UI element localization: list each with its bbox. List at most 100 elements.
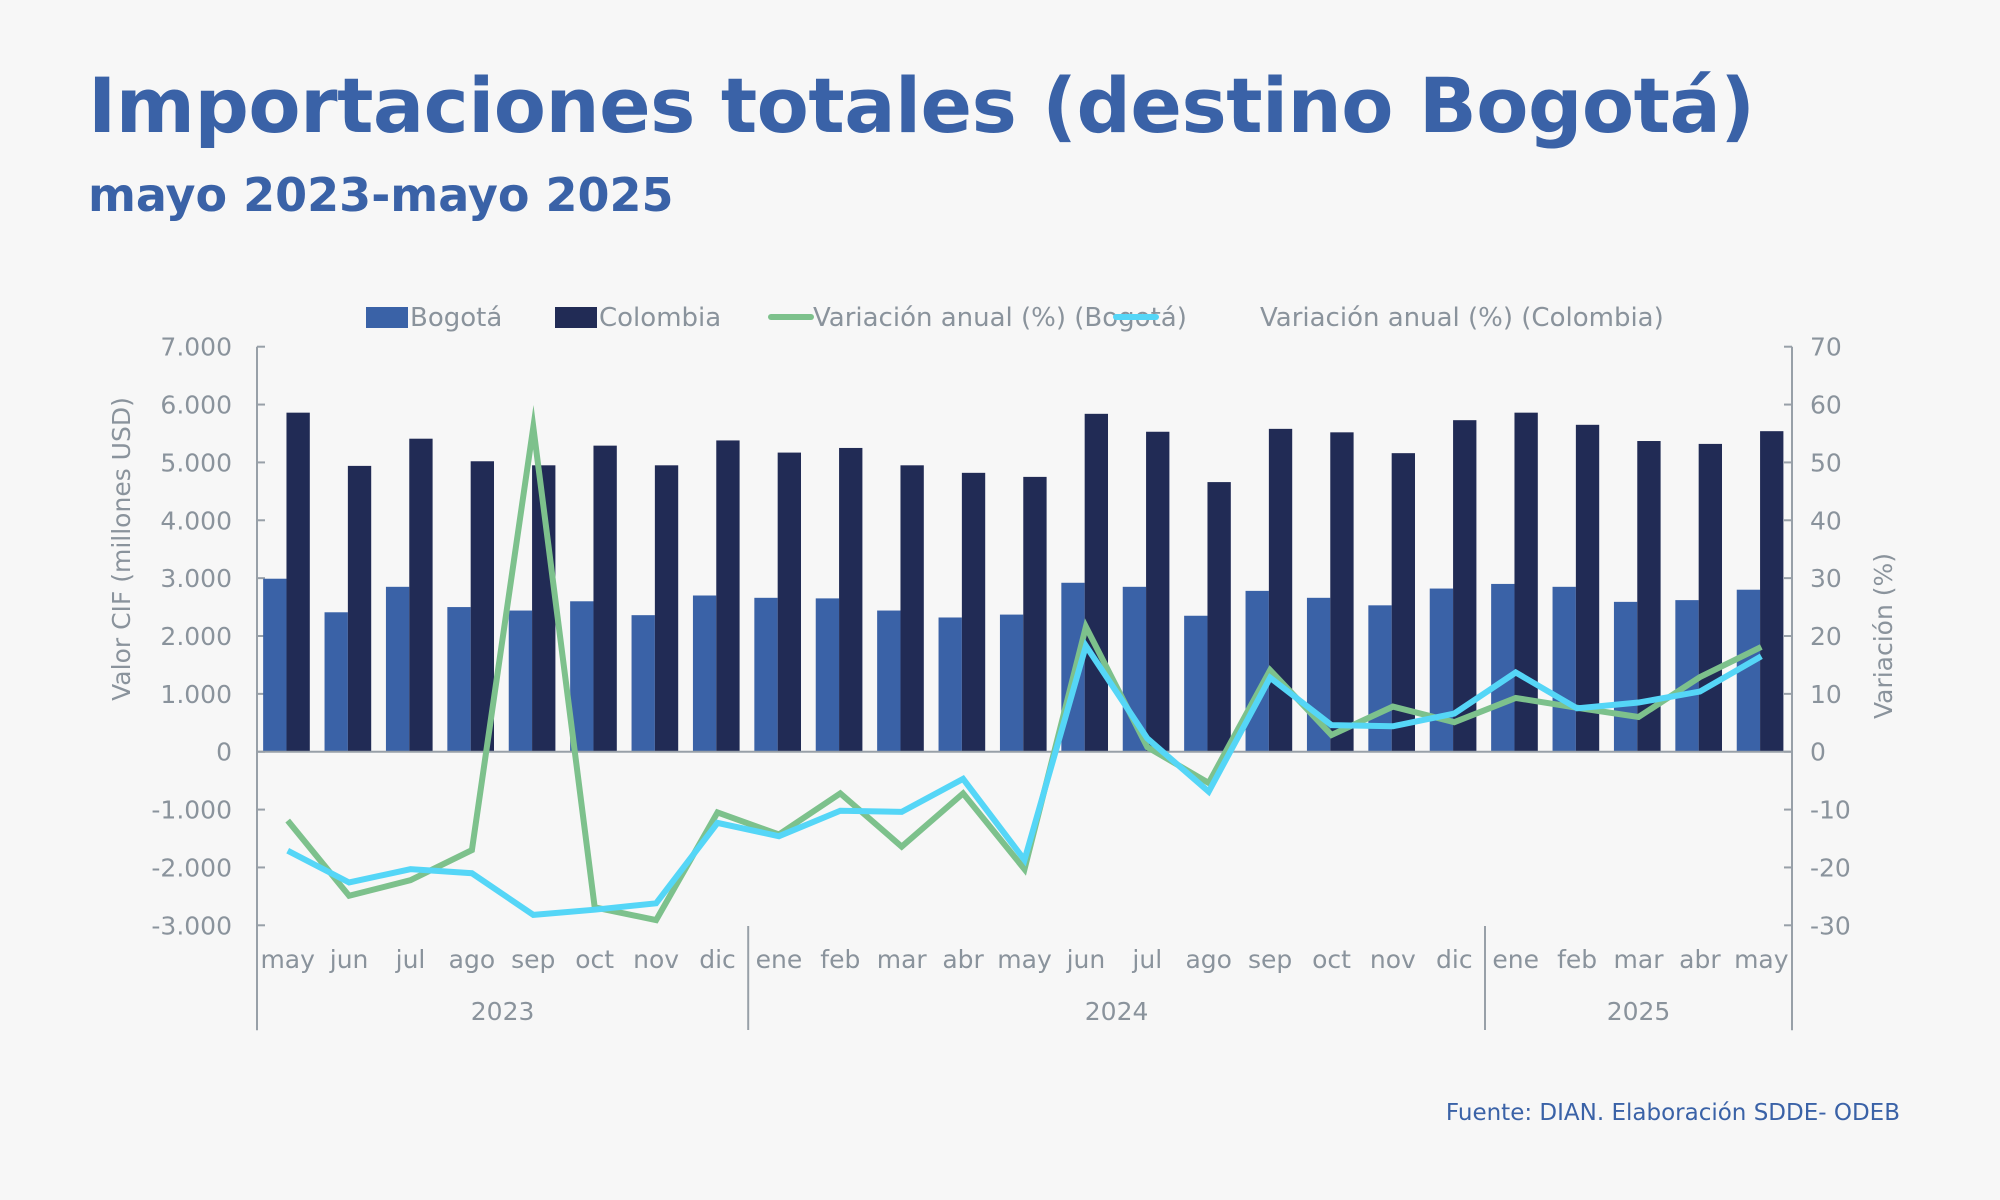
bar-bogota[interactable] (263, 578, 287, 752)
bar-colombia[interactable] (839, 447, 863, 752)
x-tick-label: dic (1436, 945, 1473, 974)
bar-colombia[interactable] (1207, 482, 1231, 752)
bar-colombia[interactable] (716, 440, 740, 752)
x-tick-label: dic (699, 945, 736, 974)
bar-bogota[interactable] (385, 586, 410, 752)
right-tick-label: -30 (1810, 911, 1851, 940)
bar-bogota[interactable] (692, 595, 717, 752)
bar-bogota[interactable] (877, 610, 901, 752)
x-tick-label: ene (1492, 945, 1539, 974)
legend: Bogotá Colombia Variación anual (%) (Bog… (366, 303, 1664, 333)
bar-colombia[interactable] (347, 465, 372, 752)
left-tick-label: 4.000 (160, 506, 232, 535)
right-tick-label: -10 (1810, 796, 1851, 825)
bar-bogota[interactable] (508, 610, 533, 752)
left-tick-label: 0 (216, 738, 232, 767)
bar-bogota[interactable] (1429, 588, 1454, 752)
x-tick-label: nov (633, 945, 679, 974)
bar-bogota[interactable] (999, 614, 1024, 752)
x-year-label: 2025 (1607, 997, 1671, 1026)
bar-colombia[interactable] (1575, 424, 1600, 752)
left-tick-label: -1.000 (151, 796, 232, 825)
x-tick-label: mar (877, 945, 928, 974)
x-tick-label: feb (1557, 945, 1597, 974)
x-tick-label: mar (1614, 945, 1665, 974)
bar-colombia[interactable] (654, 465, 679, 752)
bar-bogota[interactable] (1491, 583, 1515, 752)
bar-colombia[interactable] (1698, 443, 1723, 752)
chart-subtitle: mayo 2023-mayo 2025 (88, 168, 674, 222)
left-tick-label: 7.000 (160, 333, 232, 362)
right-tick-label: 20 (1810, 622, 1842, 651)
legend-label-colombia-variation: Variación anual (%) (Colombia) (1260, 303, 1664, 333)
right-tick-label: 40 (1810, 506, 1842, 535)
legend-item-bogota[interactable]: Bogotá (366, 303, 502, 333)
bar-bogota[interactable] (1368, 605, 1392, 752)
bar-colombia[interactable] (593, 445, 617, 752)
x-tick-label: jun (329, 945, 369, 974)
bar-colombia[interactable] (1453, 420, 1477, 752)
left-tick-label: 6.000 (160, 391, 232, 420)
x-tick-label: may (1734, 945, 1789, 974)
bar-bogota[interactable] (447, 607, 471, 752)
right-tick-label: 50 (1810, 448, 1842, 477)
bar-bogota[interactable] (754, 597, 778, 752)
bar-colombia[interactable] (286, 412, 310, 752)
bar-bogota[interactable] (570, 601, 594, 752)
left-axis-title: Valor CIF (millones USD) (107, 397, 136, 701)
bar-colombia[interactable] (1146, 431, 1170, 752)
bar-bogota[interactable] (631, 615, 655, 752)
bar-colombia[interactable] (1023, 476, 1047, 752)
bar-colombia[interactable] (1514, 412, 1538, 752)
x-tick-label: jun (1066, 945, 1106, 974)
bar-bogota[interactable] (1245, 590, 1269, 752)
bar-colombia[interactable] (470, 461, 495, 752)
line-bogota-variation[interactable] (285, 404, 1763, 924)
x-axis: may jun jul ago sep oct nov dic ene feb mar abr may j… (260, 926, 1789, 1030)
legend-item-colombia[interactable]: Colombia (555, 303, 721, 333)
bar-colombia[interactable] (1637, 441, 1661, 752)
bar-colombia[interactable] (1391, 453, 1416, 752)
x-tick-label: abr (942, 945, 984, 974)
left-tick-label: 3.000 (160, 564, 232, 593)
bar-colombia[interactable] (900, 465, 924, 752)
x-tick-label: ene (756, 945, 803, 974)
bar-bogota[interactable] (1184, 615, 1208, 752)
bar-bogota[interactable] (1613, 601, 1638, 752)
bar-colombia[interactable] (1268, 428, 1293, 752)
bar-colombia[interactable] (1760, 431, 1784, 752)
x-tick-label: sep (511, 945, 555, 974)
bar-bogota[interactable] (815, 598, 840, 752)
right-tick-label: 10 (1810, 680, 1842, 709)
x-tick-label: abr (1679, 945, 1721, 974)
x-tick-label: jul (1131, 945, 1162, 974)
legend-swatch-bogota (366, 307, 408, 328)
right-axis-title: Variación (%) (1869, 553, 1898, 719)
left-y-axis: 7.000 6.000 5.000 4.000 3.000 2.000 1.000 0 -1.0… (151, 333, 265, 1031)
x-year-label: 2024 (1085, 997, 1149, 1026)
x-tick-label: jul (395, 945, 426, 974)
bar-bogota[interactable] (1736, 589, 1761, 752)
x-tick-label: oct (575, 945, 614, 974)
bar-colombia[interactable] (409, 438, 433, 752)
legend-item-colombia-variation[interactable]: Variación anual (%) (Colombia) (1113, 303, 1664, 333)
x-tick-label: may (997, 945, 1052, 974)
bar-colombia[interactable] (961, 472, 986, 752)
left-tick-label: -3.000 (151, 911, 232, 940)
bar-bogota[interactable] (324, 612, 348, 752)
right-tick-label: 60 (1810, 391, 1842, 420)
x-tick-label: sep (1248, 945, 1292, 974)
bar-colombia[interactable] (1084, 413, 1109, 752)
right-tick-label: 70 (1810, 333, 1842, 362)
chart-title: Importaciones totales (destino Bogotá) (88, 61, 1755, 150)
line-colombia-variation[interactable] (286, 638, 1763, 918)
bar-bogota[interactable] (1675, 600, 1699, 752)
left-tick-label: -2.000 (151, 853, 232, 882)
x-tick-label: feb (820, 945, 860, 974)
bar-colombia[interactable] (1330, 432, 1354, 752)
bar-colombia[interactable] (777, 452, 802, 752)
x-tick-label: oct (1312, 945, 1351, 974)
bar-bogota[interactable] (1552, 586, 1576, 752)
bar-bogota[interactable] (938, 617, 962, 752)
left-tick-label: 2.000 (160, 622, 232, 651)
